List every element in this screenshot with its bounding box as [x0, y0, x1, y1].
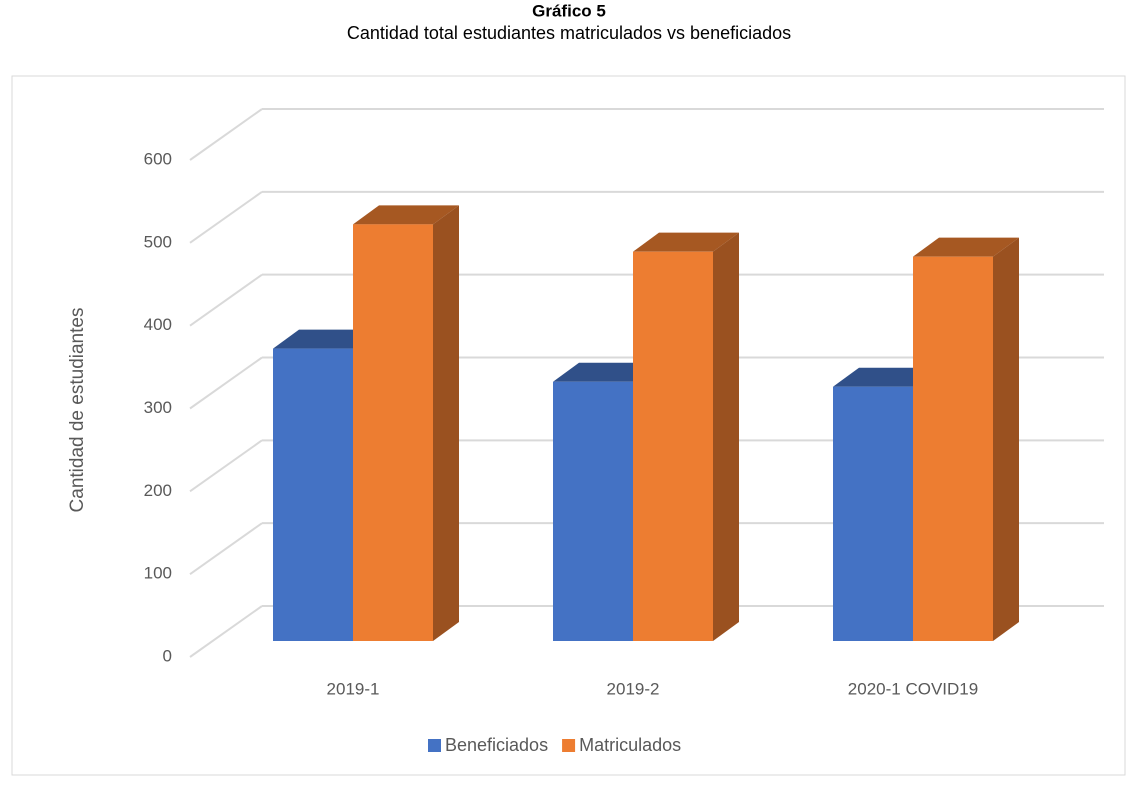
bar [633, 251, 713, 641]
bar-side [713, 232, 739, 641]
grid-line [189, 522, 263, 575]
bar-top [353, 205, 459, 225]
legend-swatch [428, 739, 441, 752]
y-tick-label: 0 [163, 646, 172, 665]
y-tick-label: 500 [144, 232, 172, 251]
bar [353, 224, 433, 641]
grid-line [189, 108, 263, 161]
grid-line [189, 273, 263, 327]
bar-top [273, 329, 379, 349]
legend-label: Matriculados [579, 735, 681, 755]
bar-side [993, 237, 1019, 642]
bar [553, 381, 633, 641]
y-tick-label: 600 [144, 149, 172, 168]
y-tick-label: 400 [144, 315, 172, 334]
bar-top [553, 362, 659, 382]
bar-top [913, 237, 1019, 257]
grid-line [189, 439, 263, 493]
bar [273, 348, 353, 641]
grid-line [189, 191, 263, 244]
legend-label: Beneficiados [445, 735, 548, 755]
bar-side [433, 205, 459, 641]
bar [833, 386, 913, 641]
legend-swatch [562, 739, 576, 752]
x-tick-label: 2019-1 [327, 679, 380, 698]
chart-title: Gráfico 5 [532, 1, 606, 20]
x-tick-label: 2019-2 [607, 679, 660, 698]
y-tick-label: 200 [144, 481, 172, 500]
grid-line [189, 605, 263, 658]
chart-border [11, 75, 1126, 776]
y-tick-label: 300 [144, 398, 172, 417]
bar-top [833, 367, 939, 387]
bar [913, 256, 993, 641]
grid-line [189, 356, 263, 410]
chart-subtitle: Cantidad total estudiantes matriculados … [347, 23, 791, 43]
bar-top [633, 232, 739, 252]
y-tick-label: 100 [144, 564, 172, 583]
y-axis-label: Cantidad de estudiantes [67, 308, 88, 513]
x-tick-label: 2020-1 COVID19 [848, 679, 978, 698]
